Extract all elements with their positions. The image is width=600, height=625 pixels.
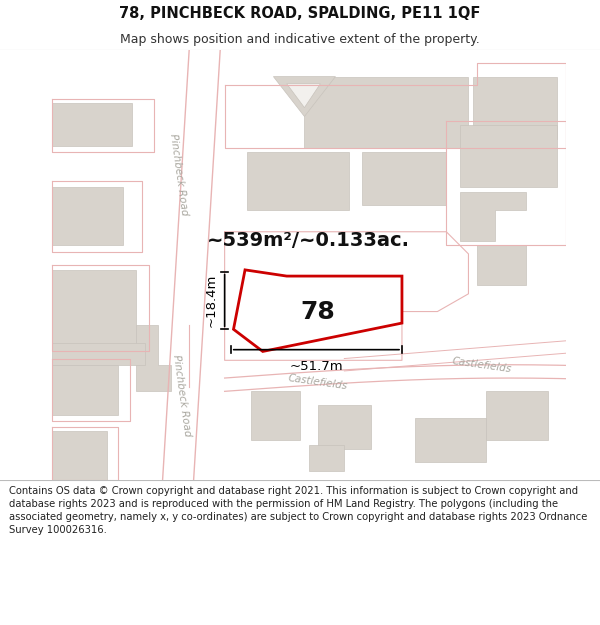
Polygon shape xyxy=(52,188,122,245)
Text: Castlefields: Castlefields xyxy=(287,373,348,392)
Polygon shape xyxy=(163,50,220,480)
Polygon shape xyxy=(486,391,548,440)
Polygon shape xyxy=(287,84,320,107)
Text: 78: 78 xyxy=(301,299,335,324)
Polygon shape xyxy=(362,152,446,205)
Polygon shape xyxy=(52,365,118,415)
Text: ~539m²/~0.133ac.: ~539m²/~0.133ac. xyxy=(208,231,410,250)
Polygon shape xyxy=(318,404,371,449)
Polygon shape xyxy=(460,192,526,241)
Text: Map shows position and indicative extent of the property.: Map shows position and indicative extent… xyxy=(120,32,480,46)
Polygon shape xyxy=(460,126,557,188)
Polygon shape xyxy=(478,245,526,285)
Text: Pinchbeck Road: Pinchbeck Road xyxy=(168,132,189,216)
Polygon shape xyxy=(309,444,344,471)
Text: ~18.4m: ~18.4m xyxy=(205,274,218,327)
Text: 78, PINCHBECK ROAD, SPALDING, PE11 1QF: 78, PINCHBECK ROAD, SPALDING, PE11 1QF xyxy=(119,6,481,21)
Polygon shape xyxy=(233,270,402,351)
Text: Contains OS data © Crown copyright and database right 2021. This information is : Contains OS data © Crown copyright and d… xyxy=(9,486,587,536)
Polygon shape xyxy=(52,103,131,146)
Polygon shape xyxy=(304,77,469,148)
Text: Pinchbeck Road: Pinchbeck Road xyxy=(172,354,193,437)
Polygon shape xyxy=(247,152,349,209)
Polygon shape xyxy=(136,325,172,391)
Polygon shape xyxy=(52,270,136,344)
Polygon shape xyxy=(274,77,335,116)
Polygon shape xyxy=(473,77,557,139)
Text: Castlefields: Castlefields xyxy=(451,356,512,374)
Polygon shape xyxy=(415,418,486,462)
Polygon shape xyxy=(52,342,145,365)
Polygon shape xyxy=(52,431,107,480)
Text: ~51.7m: ~51.7m xyxy=(290,360,343,373)
Polygon shape xyxy=(251,391,300,440)
